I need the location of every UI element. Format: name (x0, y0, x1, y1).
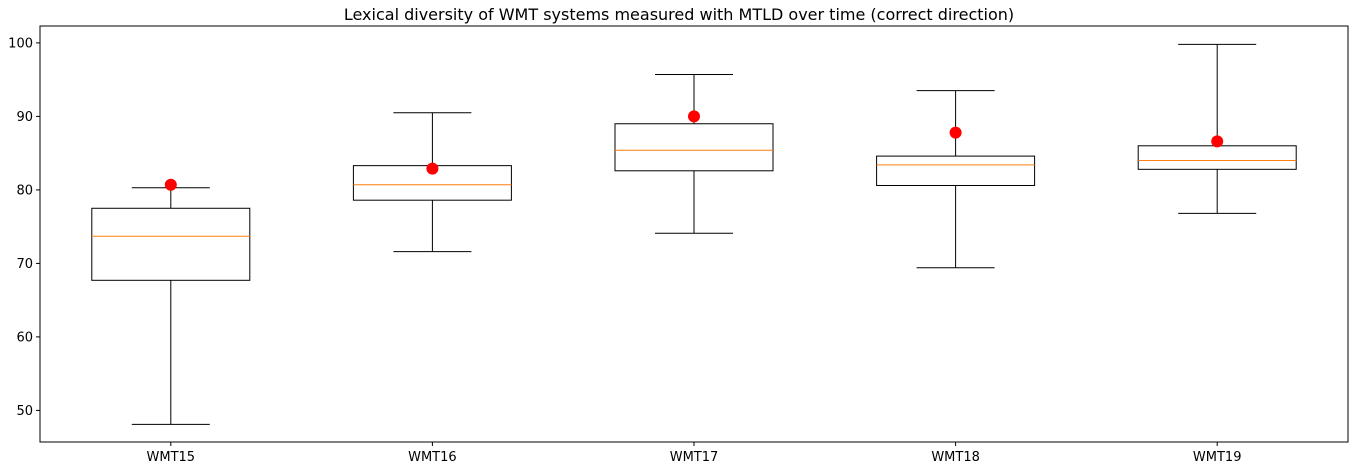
reference-marker (164, 178, 177, 191)
y-tick-label: 100 (8, 36, 33, 51)
reference-marker (688, 110, 700, 123)
y-tick-label: 80 (16, 183, 33, 198)
y-tick-label: 70 (16, 257, 33, 272)
y-tick-label: 60 (16, 330, 33, 345)
box-iqr (91, 207, 251, 281)
plot-area: 50 60 70 80 90 100 WMT15 WMT16 WMT17 WMT18 WMT19 (8, 36, 1297, 465)
x-tick-label: WMT16 (408, 450, 457, 465)
chart-title: Lexical diversity of WMT systems measure… (344, 5, 1014, 24)
box-iqr (876, 155, 1036, 186)
reference-marker (1211, 135, 1224, 148)
reference-marker (426, 162, 439, 175)
x-tick-label: WMT17 (670, 450, 719, 465)
box-iqr (614, 123, 774, 172)
x-tick-label: WMT15 (147, 450, 196, 465)
y-tick-label: 50 (16, 404, 33, 419)
x-tick-label: WMT18 (931, 450, 980, 465)
x-tick-label: WMT19 (1193, 450, 1242, 465)
y-tick-label: 90 (16, 110, 33, 125)
plot-frame (39, 25, 1349, 443)
reference-marker (949, 126, 962, 139)
